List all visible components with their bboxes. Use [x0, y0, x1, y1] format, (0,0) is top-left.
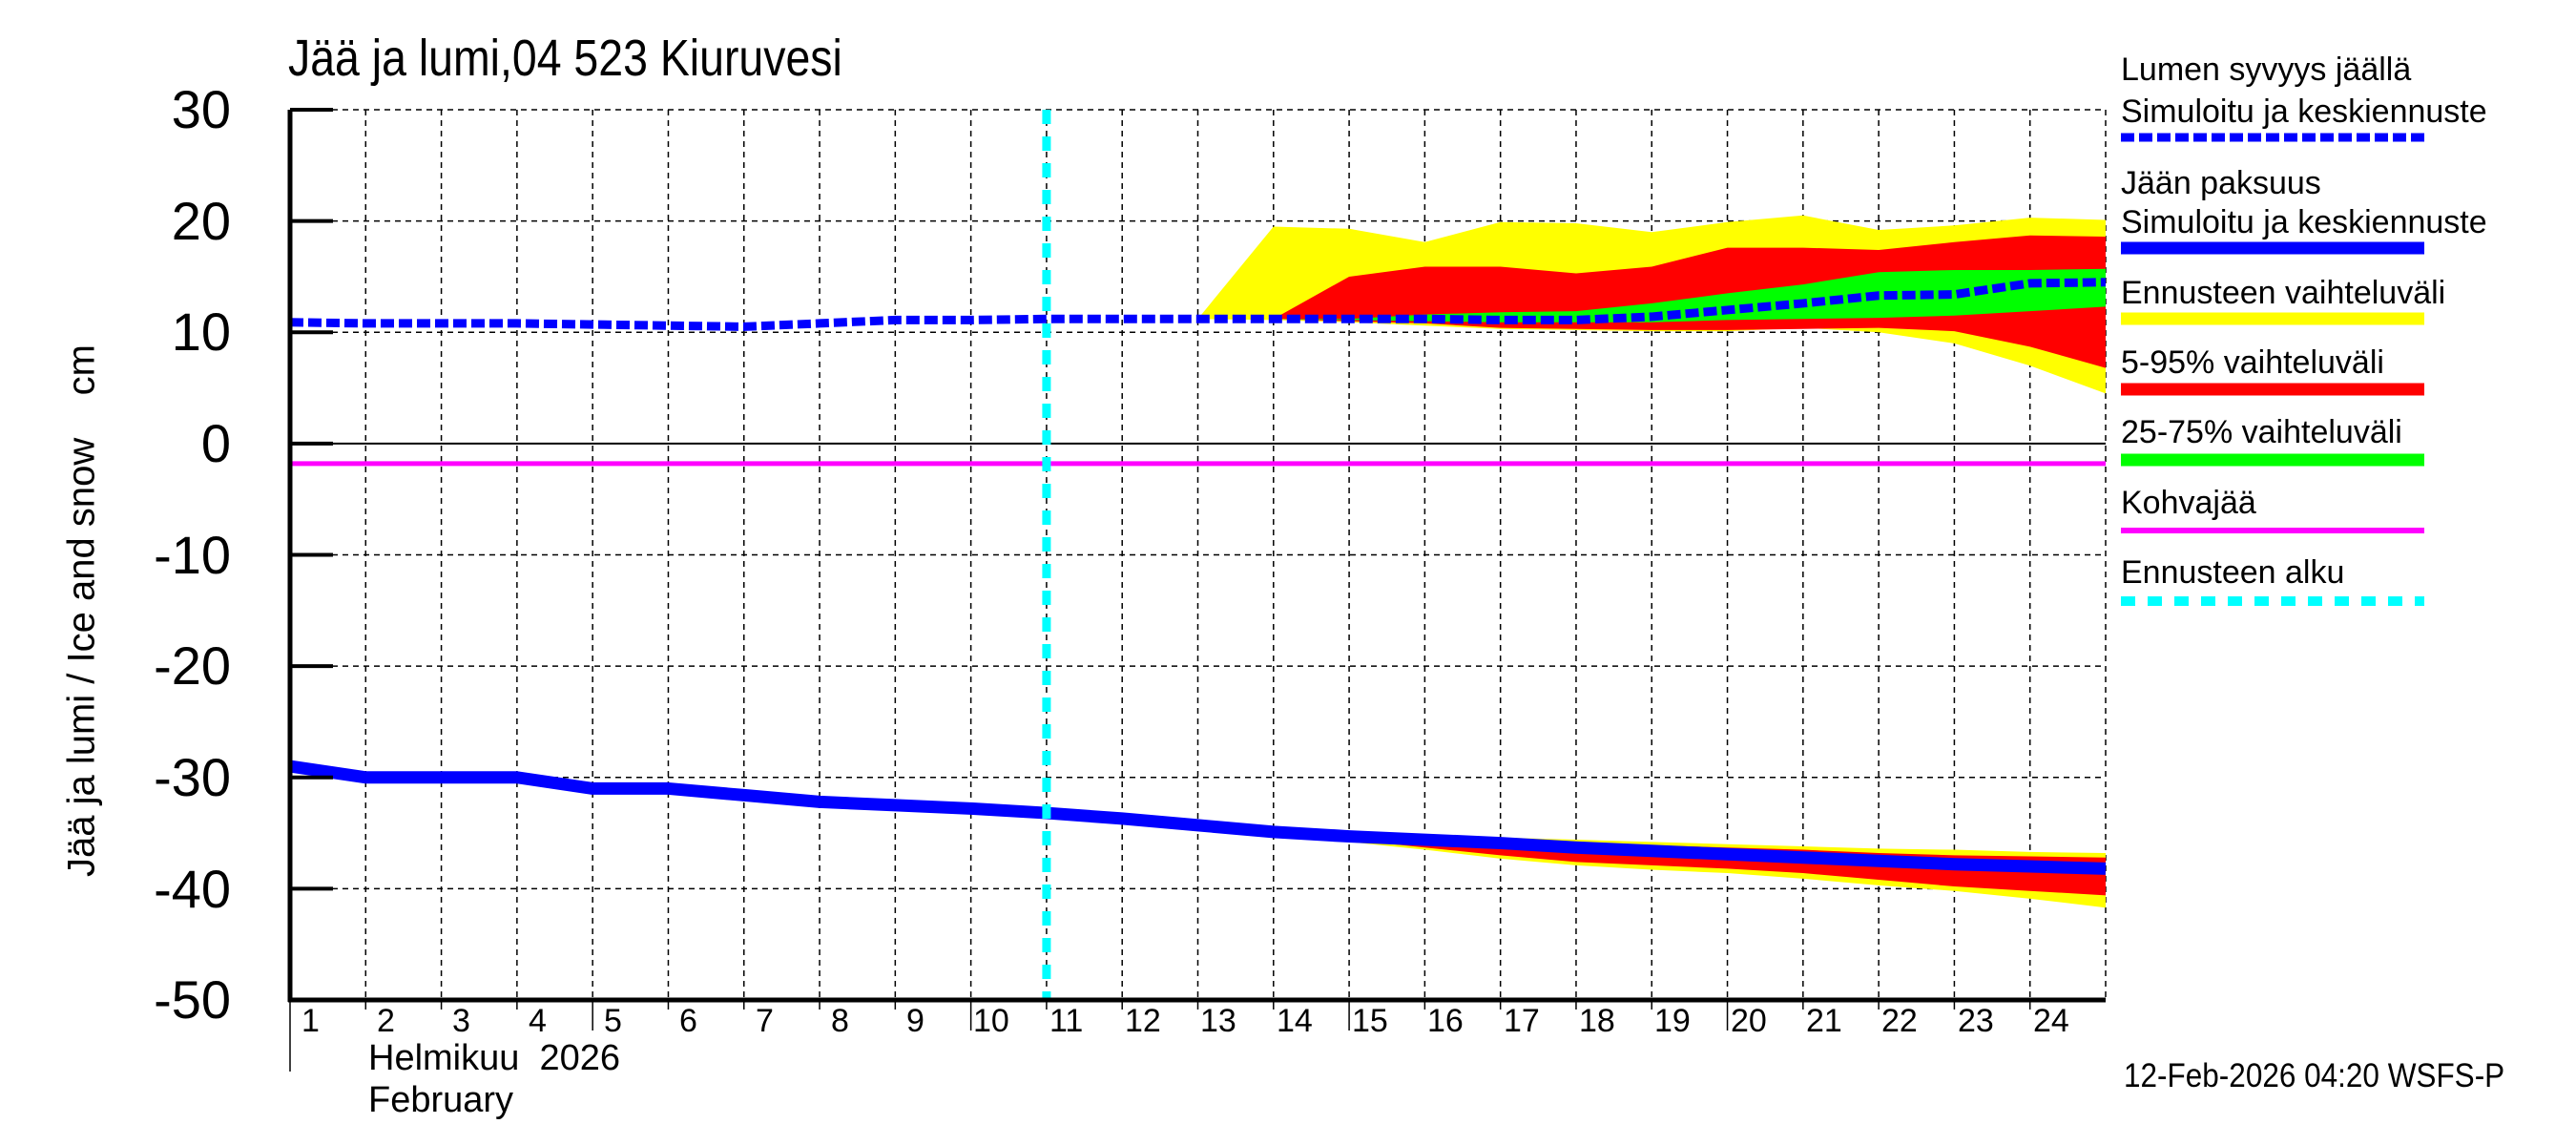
snow-depth-line	[289, 278, 2107, 331]
y-tick-label: 0	[200, 413, 231, 473]
month-label-en: February	[368, 1080, 514, 1120]
x-tick-label: 24	[2033, 1003, 2069, 1039]
x-tick-label: 16	[1427, 1003, 1464, 1039]
legend-ice-sub: Simuloitu ja keskiennuste	[2121, 204, 2487, 240]
y-tick-label: -10	[154, 525, 231, 585]
x-tick-label: 8	[831, 1003, 849, 1039]
x-tick-label: 4	[529, 1003, 547, 1039]
data-lines	[289, 110, 2107, 1000]
x-tick-label: 7	[756, 1003, 774, 1039]
forecast-bands	[1197, 215, 2106, 908]
y-axis-label: Jää ja lumi / Ice and snow cm	[60, 344, 103, 878]
legend-range-5-95: 5-95% vaihteluväli	[2121, 344, 2384, 381]
axes	[287, 108, 2106, 1072]
x-tick-label: 10	[973, 1003, 1009, 1039]
y-tick-label: -30	[154, 747, 231, 807]
x-tick-label: 6	[679, 1003, 697, 1039]
snow-band-25-75	[1197, 268, 2106, 323]
x-tick-label: 22	[1881, 1003, 1918, 1039]
x-tick-label: 23	[1958, 1003, 1994, 1039]
snow-band-5-95	[1197, 235, 2106, 368]
chart-title: Jää ja lumi,04 523 Kiuruvesi	[288, 30, 842, 87]
y-tick-label: 20	[171, 191, 231, 251]
x-tick-label: 20	[1731, 1003, 1767, 1039]
timestamp: 12-Feb-2026 04:20 WSFS-P	[2124, 1057, 2505, 1094]
x-tick-label: 11	[1049, 1003, 1084, 1039]
ice-thickness-line	[289, 760, 2107, 875]
x-tick-label: 1	[301, 1003, 320, 1039]
y-tick-label: 30	[171, 79, 231, 139]
legend-snow-sub: Simuloitu ja keskiennuste	[2121, 94, 2487, 130]
x-tick-label: 21	[1806, 1003, 1842, 1039]
x-tick-label: 19	[1654, 1003, 1691, 1039]
legend-snow-title: Lumen syvyys jäällä	[2121, 52, 2412, 88]
x-tick-label: 17	[1504, 1003, 1540, 1039]
y-tick-label: -50	[154, 969, 231, 1030]
legend-swatches	[2121, 133, 2424, 606]
x-tick-label: 14	[1277, 1003, 1313, 1039]
legend-ice-title: Jään paksuus	[2121, 165, 2321, 201]
x-tick-label: 12	[1125, 1003, 1161, 1039]
y-tick-label: 10	[171, 302, 231, 362]
x-tick-label: 9	[906, 1003, 924, 1039]
legend-range-25-75: 25-75% vaihteluväli	[2121, 414, 2402, 450]
x-tick-label: 18	[1579, 1003, 1615, 1039]
x-tick-label: 3	[452, 1003, 470, 1039]
month-label-fi: Helmikuu 2026	[368, 1038, 621, 1078]
x-tick-label: 13	[1200, 1003, 1236, 1039]
legend-range-full: Ennusteen vaihteluväli	[2121, 275, 2446, 311]
y-tick-label: -40	[154, 859, 231, 919]
y-tick-label: -20	[154, 635, 231, 696]
x-tick-label: 15	[1352, 1003, 1388, 1039]
x-tick-label: 5	[604, 1003, 622, 1039]
legend-slush: Kohvajää	[2121, 485, 2256, 521]
x-tick-label: 2	[377, 1003, 395, 1039]
legend-forecast-start: Ennusteen alku	[2121, 554, 2345, 591]
